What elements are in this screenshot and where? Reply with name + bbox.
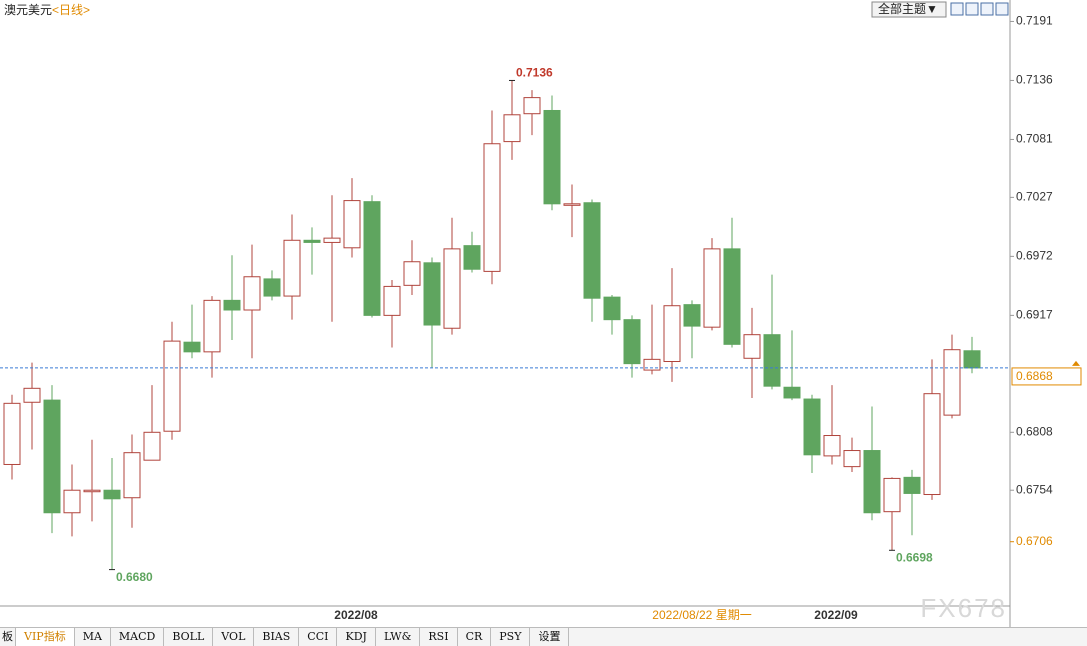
cursor-date: 2022/08/22 星期一 bbox=[652, 608, 751, 622]
indicator-tab[interactable]: VOL bbox=[213, 628, 255, 646]
candle-body bbox=[543, 109, 561, 205]
candle-body bbox=[3, 402, 21, 465]
indicator-tab[interactable]: CR bbox=[458, 628, 492, 646]
candle-body bbox=[643, 358, 661, 371]
candle-body bbox=[363, 201, 381, 316]
candle-body bbox=[923, 393, 941, 496]
chart: 澳元美元 <日线> 全部主题▼ FX678 2022/08/22 星期一 0.7… bbox=[0, 0, 1082, 627]
candle-body bbox=[963, 350, 981, 369]
candle-body bbox=[143, 431, 161, 461]
candle-body bbox=[883, 477, 901, 513]
indicator-tab[interactable]: 设置 bbox=[530, 628, 570, 646]
candle-body bbox=[303, 239, 321, 243]
candle-body bbox=[663, 305, 681, 362]
watermark: FX678 bbox=[920, 593, 1007, 623]
candle-body bbox=[123, 452, 141, 499]
candle-body bbox=[743, 334, 761, 359]
candle-body bbox=[183, 341, 201, 353]
theme-button[interactable] bbox=[871, 1, 947, 18]
extreme-label: 0.6698 bbox=[896, 550, 933, 564]
y-tick-label: 0.6972 bbox=[1016, 249, 1053, 263]
indicator-tab[interactable]: PSY bbox=[491, 628, 531, 646]
y-tick-label: 0.7191 bbox=[1016, 14, 1053, 28]
current-price-arrow bbox=[1072, 360, 1080, 366]
candle-body bbox=[483, 143, 501, 272]
candle-body bbox=[723, 248, 741, 345]
candle-body bbox=[103, 489, 121, 500]
candle-body bbox=[903, 476, 921, 494]
indicator-tab[interactable]: RSI bbox=[420, 628, 458, 646]
x-tick-label: 2022/09 bbox=[814, 608, 858, 622]
x-tick-label: 2022/08 bbox=[334, 608, 378, 622]
candle-body bbox=[283, 239, 301, 297]
candle-body bbox=[943, 349, 961, 416]
candle-body bbox=[23, 387, 41, 403]
candle-body bbox=[863, 450, 881, 514]
candle-body bbox=[43, 399, 61, 514]
candle-body bbox=[163, 340, 181, 432]
candle-body bbox=[243, 276, 261, 311]
candle-body bbox=[323, 237, 341, 243]
indicator-tab[interactable]: VIP指标 bbox=[16, 628, 75, 646]
candle-body bbox=[463, 245, 481, 270]
indicator-tab[interactable]: 板 bbox=[0, 628, 16, 646]
candle-body bbox=[383, 285, 401, 316]
candle-body bbox=[443, 248, 461, 329]
candle-body bbox=[683, 304, 701, 327]
candle-body bbox=[203, 299, 221, 353]
indicator-tab[interactable]: BIAS bbox=[254, 628, 300, 646]
y-tick-label: 0.7081 bbox=[1016, 132, 1053, 146]
y-tick-label: 0.6754 bbox=[1016, 482, 1053, 496]
y-tick-label: 0.7136 bbox=[1016, 73, 1053, 87]
y-tick-label: 0.6808 bbox=[1016, 424, 1053, 438]
period-label: <日线> bbox=[52, 3, 90, 17]
y-tick-label: 0.7027 bbox=[1016, 190, 1053, 204]
candle-body bbox=[803, 398, 821, 456]
toolbar-icons[interactable] bbox=[950, 2, 1009, 16]
extreme-label: 0.6680 bbox=[116, 570, 153, 584]
indicator-tab[interactable]: MA bbox=[75, 628, 111, 646]
theme-button-label[interactable]: 全部主题▼ bbox=[878, 1, 938, 16]
current-price-label: 0.6868 bbox=[1016, 369, 1053, 383]
candle-body bbox=[223, 299, 241, 311]
candle-body bbox=[783, 386, 801, 399]
candle-body bbox=[423, 262, 441, 326]
y-tick-label: 0.6917 bbox=[1016, 308, 1053, 322]
indicator-tab[interactable]: MACD bbox=[111, 628, 165, 646]
candle-body bbox=[703, 248, 721, 328]
candle-body bbox=[623, 319, 641, 365]
candle-body bbox=[263, 278, 281, 297]
candle-body bbox=[343, 200, 361, 249]
candle-body bbox=[603, 296, 621, 321]
candle-body bbox=[523, 97, 541, 115]
candle-body bbox=[843, 450, 861, 468]
candle-body bbox=[823, 435, 841, 457]
candle-body bbox=[503, 114, 521, 143]
candle-body bbox=[763, 334, 781, 387]
indicator-tab[interactable]: CCI bbox=[299, 628, 338, 646]
indicator-tab[interactable]: KDJ bbox=[337, 628, 376, 646]
candle-body bbox=[83, 489, 101, 493]
indicator-tab[interactable]: BOLL bbox=[164, 628, 214, 646]
candle-body bbox=[583, 202, 601, 299]
candle-body bbox=[563, 203, 581, 206]
low-marker-label: 0.6706 bbox=[1016, 534, 1053, 548]
candle-body bbox=[403, 261, 421, 286]
candle-body bbox=[63, 489, 81, 514]
extreme-label: 0.7136 bbox=[516, 66, 553, 80]
indicator-tab[interactable]: LW& bbox=[376, 628, 421, 646]
indicator-toolbar: 板 VIP指标 MA MACD BOLL VOL BIAS CCI KDJ LW& RSI CR PSY… bbox=[0, 627, 1087, 646]
chart-title: 澳元美元 bbox=[4, 3, 52, 17]
current-price-box bbox=[1011, 367, 1082, 386]
